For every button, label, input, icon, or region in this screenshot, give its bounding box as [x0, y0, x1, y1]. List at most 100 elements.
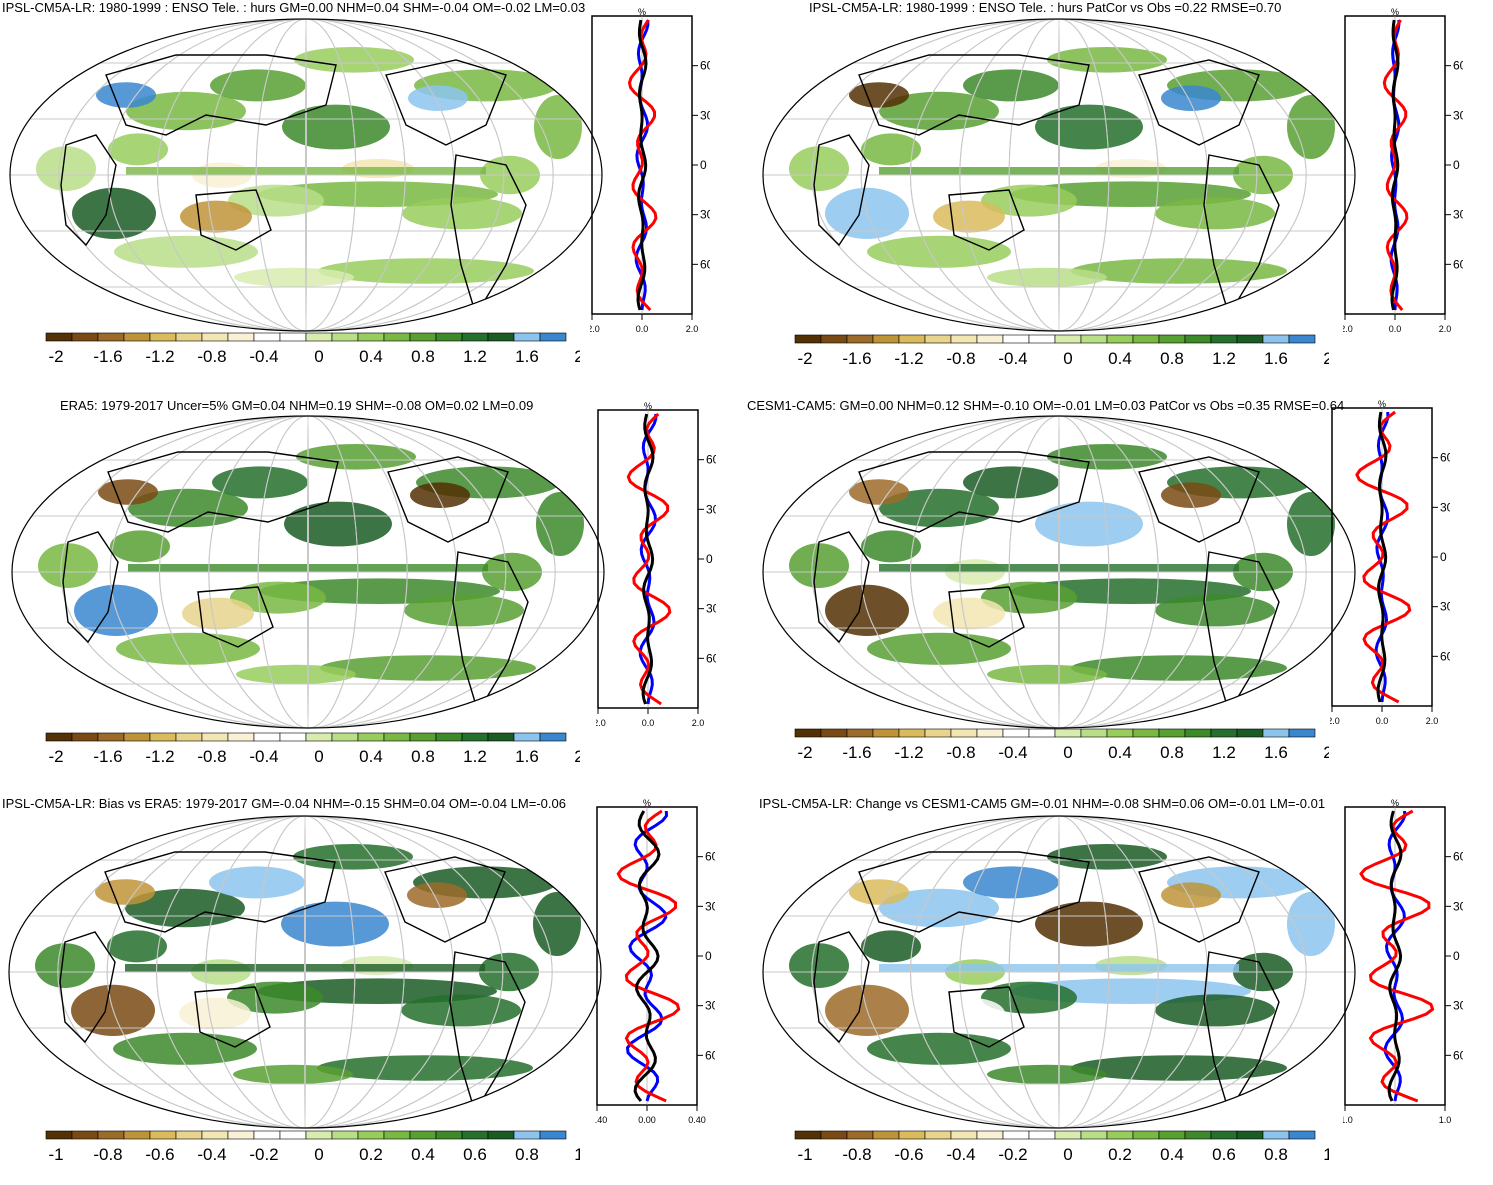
x-tick-label: 0.40	[688, 1115, 706, 1125]
longitude-line	[860, 816, 1258, 1128]
colorbar-label: 1.2	[1212, 743, 1236, 762]
colorbar-cell	[976, 728, 1004, 738]
colorbar-cell	[253, 332, 281, 342]
colorbar-cell	[201, 732, 229, 742]
anomaly-region	[1287, 95, 1335, 159]
colorbar-cell	[1028, 1130, 1056, 1140]
panel-title: IPSL-CM5A-LR: Bias vs ERA5: 1979-2017 GM…	[2, 796, 566, 811]
colorbar-label: 1	[574, 1145, 580, 1164]
colorbar-cell	[227, 332, 255, 342]
colorbar-label: 0.4	[411, 1145, 435, 1164]
panel-bias: IPSL-CM5A-LR: Bias vs ERA5: 1979-2017 GM…	[0, 796, 746, 1185]
y-tick-label: 30S	[705, 999, 715, 1013]
colorbar-cell	[435, 332, 463, 342]
longitude-line	[811, 19, 1307, 331]
colorbar-cell	[71, 732, 99, 742]
colorbar-cell	[357, 1130, 385, 1140]
x-tick-label: -2.0	[1330, 716, 1340, 726]
anomaly-region	[1155, 594, 1275, 627]
world-map	[762, 815, 1356, 1129]
colorbar-cell	[976, 334, 1004, 344]
colorbar-label: 1.6	[515, 747, 539, 766]
anomaly-region	[404, 594, 524, 627]
anomaly-region	[110, 530, 170, 563]
coastline	[387, 456, 509, 543]
coastline	[813, 531, 870, 644]
colorbar-cell	[794, 334, 822, 344]
x-tick-label: 0.0	[1376, 716, 1389, 726]
zonal-mean-profile: % 60N 30N 0 30S 60S -2.0 0.0 2.0	[1343, 8, 1463, 334]
anomaly-region	[1287, 492, 1335, 556]
anomaly-region	[1047, 844, 1167, 870]
coastline	[1203, 951, 1280, 1114]
obs-line	[1355, 410, 1412, 704]
anomaly-region	[408, 85, 468, 111]
colorbar-label: -1.2	[894, 349, 923, 368]
anomaly-region	[533, 892, 581, 956]
colorbar-label: -2	[797, 349, 812, 368]
colorbar-cell	[924, 334, 952, 344]
anomaly-region	[282, 104, 390, 150]
anomaly-region	[210, 69, 306, 102]
anomaly-region	[36, 146, 96, 192]
longitude-line	[1058, 19, 1060, 331]
panel-ipsl-enso: IPSL-CM5A-LR: 1980-1999 : ENSO Tele. : h…	[0, 0, 746, 389]
y-tick-label: 0	[1440, 550, 1447, 564]
panel-change: IPSL-CM5A-LR: Change vs CESM1-CAM5 GM=-0…	[747, 796, 1493, 1185]
coastline	[858, 54, 1090, 136]
longitude-line	[255, 19, 357, 331]
colorbar-cell	[357, 732, 385, 742]
longitude-line	[205, 816, 405, 1128]
colorbar-label: 0.8	[515, 1145, 539, 1164]
colorbar-cell	[97, 1130, 125, 1140]
anomaly-region	[318, 258, 534, 284]
colorbar-label: -0.4	[249, 347, 278, 366]
longitude-line	[60, 416, 556, 728]
colorbar-cell	[175, 332, 203, 342]
anomaly-region	[879, 488, 999, 528]
y-tick-label: 0	[705, 949, 712, 963]
colorbar-label: -1.6	[93, 347, 122, 366]
anomaly-region	[987, 1064, 1107, 1084]
colorbar-label: -1.6	[93, 747, 122, 766]
colorbar-cell	[513, 732, 541, 742]
longitude-line	[1008, 19, 1110, 331]
colorbar-cell	[898, 334, 926, 344]
anomaly-region	[107, 930, 167, 963]
anomaly-region	[879, 91, 999, 131]
colorbar-cell	[1262, 334, 1290, 344]
anomaly-region	[212, 466, 308, 499]
colorbar-cell	[383, 1130, 411, 1140]
colorbar-label: 0.8	[411, 347, 435, 366]
anomaly-region	[536, 492, 584, 556]
colorbar-cell	[305, 1130, 333, 1140]
colorbar-cell	[898, 1130, 926, 1140]
panel-title: CESM1-CAM5: GM=0.00 NHM=0.12 SHM=-0.10 O…	[747, 398, 1345, 413]
zonal-mean-profile: % 60N 30N 0 30S 60S -1.0 1.0	[1343, 799, 1463, 1125]
model-line	[625, 810, 669, 1102]
coastline	[449, 951, 526, 1114]
colorbar-cell	[1132, 334, 1160, 344]
longitude-line	[208, 416, 408, 728]
colorbar-label: -0.8	[946, 349, 975, 368]
coastline	[858, 451, 1090, 533]
longitude-line	[257, 416, 359, 728]
anomaly-region	[294, 47, 414, 73]
y-tick-label: 60N	[1453, 850, 1463, 864]
world-map	[762, 18, 1356, 332]
anomaly-region	[114, 235, 258, 268]
longitude-line	[860, 19, 1258, 331]
colorbar: -2 -1.6 -1.2 -0.8 -0.4 0 0.4 0.8 1.2 1.6 2	[45, 332, 580, 366]
colorbar-cell	[1054, 334, 1082, 344]
map-border	[11, 415, 605, 729]
colorbar-cell	[794, 728, 822, 738]
coastline	[194, 986, 271, 1048]
anomaly-region	[95, 879, 155, 905]
x-tick-label: -0.40	[595, 1115, 607, 1125]
colorbar-cell	[950, 334, 978, 344]
x-tick-label: 2.0	[1439, 324, 1452, 334]
colorbar-cell	[1262, 1130, 1290, 1140]
colorbar-cell	[820, 1130, 848, 1140]
y-tick-label: 0	[1453, 158, 1460, 172]
colorbar-cell	[45, 1130, 73, 1140]
